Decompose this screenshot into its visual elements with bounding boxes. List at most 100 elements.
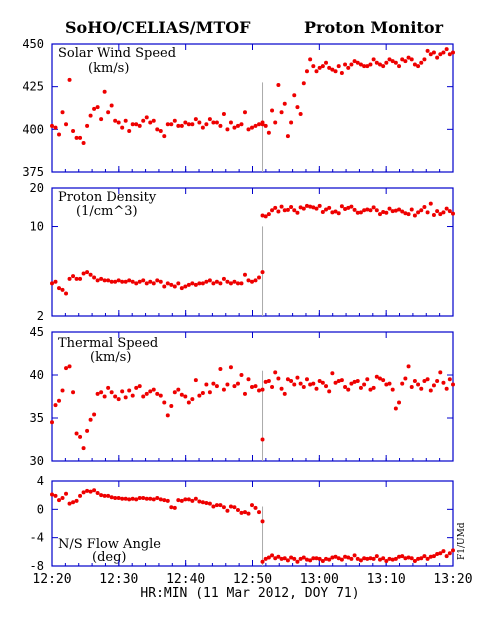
data-point [74, 431, 79, 436]
data-point [78, 276, 83, 281]
data-point [102, 278, 107, 283]
data-point [130, 122, 135, 127]
data-point [447, 377, 452, 382]
data-point [193, 282, 198, 287]
data-point [130, 393, 135, 398]
data-point [289, 120, 294, 125]
credit-label: F1/UMd [457, 522, 467, 560]
data-point [282, 391, 287, 396]
proton-density-unit: (1/cm^3) [76, 204, 138, 219]
data-point [260, 270, 265, 275]
data-point [120, 496, 125, 501]
data-point [324, 556, 329, 561]
proton-density-panel: Proton Density (1/cm^3) 20 10 2 [30, 181, 455, 323]
data-point [451, 382, 455, 387]
y-tick-label: 20 [30, 181, 44, 195]
data-point [148, 389, 153, 394]
data-point [397, 64, 402, 69]
data-point [295, 210, 300, 215]
data-point [270, 553, 275, 558]
data-point [88, 113, 93, 118]
y-tick-label: 400 [22, 122, 44, 136]
data-point [422, 379, 427, 384]
data-point [282, 208, 287, 213]
data-point [144, 115, 149, 120]
data-point [99, 493, 104, 498]
data-point [295, 105, 300, 110]
x-axis: 12:20 12:30 12:40 12:50 13:00 13:10 13:20 [32, 572, 472, 587]
data-point [232, 125, 237, 130]
data-point [387, 381, 392, 386]
data-point [368, 62, 373, 67]
data-point [282, 556, 287, 561]
data-point [390, 387, 395, 392]
data-point [431, 50, 436, 55]
data-point [358, 62, 363, 67]
data-point [330, 210, 335, 215]
data-point [172, 505, 177, 510]
data-point [384, 382, 389, 387]
thermal-speed-unit: (km/s) [90, 350, 131, 365]
data-point [301, 206, 306, 211]
data-point [113, 496, 118, 500]
data-point [141, 118, 146, 123]
data-point [260, 519, 265, 524]
data-point [428, 554, 433, 559]
data-point [295, 375, 300, 380]
data-point [343, 207, 348, 212]
data-point [387, 206, 392, 211]
data-point [81, 446, 86, 451]
data-point [419, 556, 424, 561]
data-point [60, 287, 65, 292]
data-point [148, 120, 153, 125]
data-point [285, 207, 290, 212]
data-point [304, 557, 309, 562]
data-point [419, 386, 424, 391]
data-point [390, 59, 395, 64]
data-point [431, 383, 436, 388]
data-point [249, 125, 254, 130]
data-point [419, 208, 424, 213]
data-point [88, 489, 93, 494]
data-point [298, 111, 303, 116]
data-point [218, 503, 223, 508]
data-point [71, 390, 76, 395]
data-point [368, 556, 373, 561]
data-point [374, 208, 379, 213]
data-point [263, 214, 268, 219]
data-point [151, 387, 156, 392]
data-point [273, 120, 278, 125]
data-point [50, 492, 54, 497]
data-point [311, 64, 316, 69]
data-point [88, 272, 93, 277]
data-point [214, 279, 219, 284]
data-point [266, 130, 271, 135]
data-point [232, 384, 237, 389]
data-point [365, 207, 370, 212]
data-point [435, 379, 440, 384]
data-point [253, 505, 258, 510]
data-point [270, 108, 275, 113]
data-point [314, 206, 319, 211]
data-point [339, 557, 344, 562]
data-point [260, 213, 265, 218]
data-point [50, 281, 54, 286]
data-point [422, 57, 427, 62]
data-point [346, 65, 351, 70]
data-point [221, 387, 226, 392]
data-point [336, 211, 341, 216]
data-point [374, 554, 379, 559]
data-point [211, 281, 216, 286]
data-point [81, 490, 86, 495]
data-point [285, 134, 290, 139]
data-point [257, 275, 262, 280]
data-point [343, 554, 348, 559]
data-point [298, 381, 303, 386]
data-point [158, 279, 163, 284]
data-point [304, 203, 309, 208]
data-point [397, 400, 402, 405]
data-point [324, 60, 329, 65]
data-point [431, 554, 436, 559]
data-point [235, 123, 240, 128]
data-point [257, 122, 262, 127]
